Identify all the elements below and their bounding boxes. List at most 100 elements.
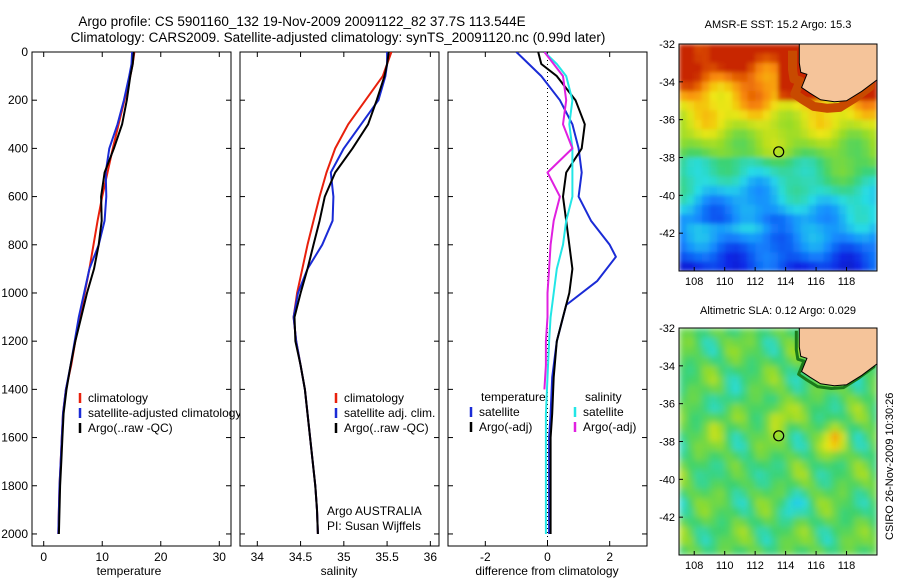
sla-lon-tick-label: 116 bbox=[807, 560, 825, 572]
sst-field-cell bbox=[724, 138, 733, 149]
sst-field-cell bbox=[800, 242, 809, 253]
sst-field-cell bbox=[785, 81, 794, 92]
sla-field-cell bbox=[762, 337, 771, 348]
sst-field-cell bbox=[694, 148, 703, 159]
sst-field-cell bbox=[846, 157, 855, 168]
sla-field-cell bbox=[747, 394, 756, 405]
sla-field-cell bbox=[701, 488, 710, 499]
sla-field-cell bbox=[770, 488, 779, 499]
sst-field-cell bbox=[732, 148, 741, 159]
sst-field-cell bbox=[838, 148, 848, 159]
sla-field-cell bbox=[755, 517, 764, 528]
sla-field-cell bbox=[686, 536, 695, 547]
csiro-timestamp: CSIRO 26-Nov-2009 10:30:26 bbox=[884, 393, 896, 540]
sst-field-cell bbox=[755, 62, 764, 73]
sst-field-cell bbox=[724, 176, 733, 187]
sla-field-cell bbox=[778, 346, 787, 357]
sst-field-cell bbox=[778, 242, 787, 253]
sla-field-cell bbox=[739, 545, 749, 555]
sst-field-cell bbox=[701, 100, 710, 111]
sst-field-cell bbox=[831, 138, 840, 149]
figure-title-line1: Argo profile: CS 5901160_132 19-Nov-2009… bbox=[78, 14, 525, 29]
sla-field-cell bbox=[869, 403, 877, 414]
sst-field-cell bbox=[732, 223, 741, 234]
sla-field-cell bbox=[793, 498, 802, 509]
sla-field-cell bbox=[747, 536, 756, 547]
sla-field-cell bbox=[747, 328, 756, 339]
sla-field-cell bbox=[755, 337, 764, 348]
sla-field-cell bbox=[778, 403, 787, 414]
sla-field-cell bbox=[755, 479, 764, 490]
sla-field-cell bbox=[724, 413, 733, 424]
sla-field-cell bbox=[747, 413, 756, 424]
difference-profile-panel: -2 0 2 difference from climatology tempera… bbox=[447, 51, 648, 578]
temperature-xtick-label: 10 bbox=[96, 550, 110, 564]
sst-field-cell bbox=[831, 261, 840, 271]
sst-field-cell bbox=[679, 261, 688, 271]
sla-field-cell bbox=[831, 536, 840, 547]
sla-field-cell bbox=[770, 526, 779, 537]
sla-field-cell bbox=[846, 413, 855, 424]
sla-field-cell bbox=[846, 394, 855, 405]
sst-field-cell bbox=[785, 100, 794, 111]
sla-field-cell bbox=[800, 451, 809, 462]
sla-field-cell bbox=[679, 375, 688, 386]
sla-field-cell bbox=[762, 422, 771, 433]
sst-field-cell bbox=[778, 44, 787, 55]
sst-field-cell bbox=[808, 242, 817, 253]
sst-field-cell bbox=[846, 167, 855, 178]
sst-field-cell bbox=[717, 167, 726, 178]
sst-field-cell bbox=[732, 157, 741, 168]
sst-field-cell bbox=[686, 214, 695, 225]
sla-field-cell bbox=[717, 526, 726, 537]
legend-label: satellite bbox=[583, 405, 624, 419]
sla-field-cell bbox=[808, 469, 817, 480]
sla-field-cell bbox=[808, 451, 817, 462]
sst-field-cell bbox=[770, 110, 779, 121]
sla-field-cell bbox=[785, 384, 794, 395]
sst-field-cell bbox=[724, 185, 733, 196]
sst-field-cell bbox=[800, 214, 809, 225]
sla-field-cell bbox=[755, 488, 764, 499]
sla-field-cell bbox=[869, 479, 877, 490]
sla-field-cell bbox=[770, 498, 779, 509]
sst-field-cell bbox=[854, 185, 863, 196]
sla-field-cell bbox=[846, 536, 855, 547]
sla-field-cell bbox=[808, 488, 817, 499]
sla-field-cell bbox=[816, 413, 825, 424]
sst-field-cell bbox=[831, 129, 840, 140]
sla-field-cell bbox=[778, 479, 787, 490]
sla-field-cell bbox=[701, 479, 710, 490]
sst-field-cell bbox=[739, 223, 749, 234]
sla-field-cell bbox=[808, 460, 817, 471]
sst-field-cell bbox=[679, 204, 688, 215]
sla-field-cell bbox=[793, 526, 802, 537]
sst-field-cell bbox=[793, 100, 802, 111]
sst-field-cell bbox=[739, 91, 749, 102]
sla-field-cell bbox=[694, 375, 703, 386]
salinity-xtick-label: 34.5 bbox=[289, 550, 313, 564]
sla-field-cell bbox=[694, 441, 703, 452]
sla-field-cell bbox=[686, 422, 695, 433]
sla-field-cell bbox=[800, 526, 809, 537]
sla-field-cell bbox=[869, 413, 877, 424]
sla-field-cell bbox=[785, 441, 794, 452]
sla-field-cell bbox=[709, 479, 718, 490]
sla-field-cell bbox=[709, 413, 718, 424]
sla-field-cell bbox=[739, 365, 749, 376]
sla-field-cell bbox=[732, 469, 741, 480]
sst-field-cell bbox=[709, 233, 718, 244]
sst-field-cell bbox=[808, 119, 817, 130]
sst-field-cell bbox=[861, 129, 870, 140]
sla-field-cell bbox=[800, 460, 809, 471]
sst-field-cell bbox=[785, 91, 794, 102]
sst-field-cell bbox=[785, 233, 794, 244]
sla-field-cell bbox=[846, 451, 855, 462]
sla-field-cell bbox=[732, 479, 741, 490]
sst-field-cell bbox=[793, 176, 802, 187]
depth-tick-label: 1200 bbox=[1, 334, 28, 348]
sla-field-cell bbox=[861, 536, 870, 547]
sla-field-cell bbox=[701, 526, 710, 537]
sst-field-cell bbox=[869, 223, 877, 234]
sla-field-cell bbox=[793, 384, 802, 395]
